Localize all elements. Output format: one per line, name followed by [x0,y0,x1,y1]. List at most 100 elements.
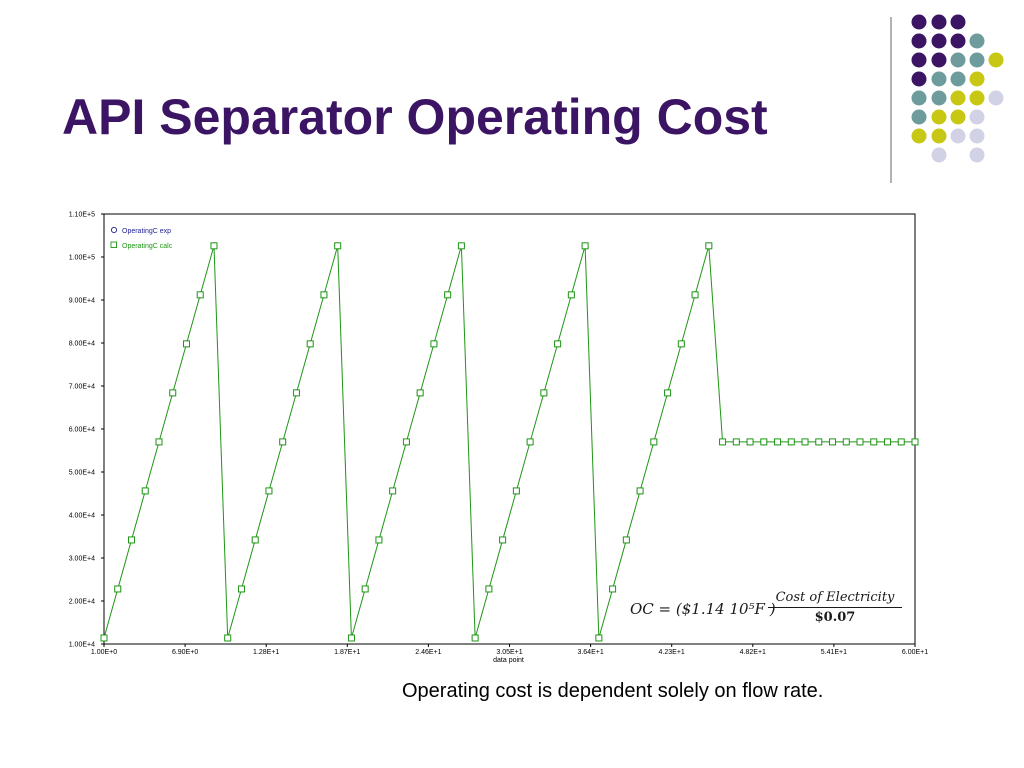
decor-dot [950,128,966,144]
data-point-operatingc-calc [471,634,479,642]
decor-dot [950,52,966,68]
x-tick-label: 6.00E+1 [902,649,928,656]
slide-title: API Separator Operating Cost [62,89,768,145]
data-point-operatingc-calc [732,438,740,446]
x-tick-label: 1.28E+1 [253,649,279,656]
data-point-operatingc-calc [265,487,273,495]
x-tick-label: 1.87E+1 [334,649,360,656]
data-point-operatingc-calc [801,438,809,446]
legend-label-calc: OperatingC calc [122,243,173,250]
decor-dot [931,90,947,106]
data-point-operatingc-calc [182,340,190,348]
data-point-operatingc-calc [595,634,603,642]
data-point-operatingc-calc [856,438,864,446]
data-point-operatingc-calc [554,340,562,348]
data-point-operatingc-calc [457,242,465,250]
y-tick-label: 2.00E+4 [69,599,95,606]
formula-lhs: OC = ($1.14 10⁵F ) [630,600,776,618]
x-tick-label: 2.46E+1 [415,649,441,656]
y-tick-label: 9.00E+4 [69,298,95,305]
decor-dot [950,14,966,30]
data-point-operatingc-calc [746,438,754,446]
decor-dot [931,52,947,68]
decor-dot [950,33,966,49]
formula-numerator: Cost of Electricity [768,590,902,608]
data-point-operatingc-calc [911,438,919,446]
data-point-operatingc-calc [485,585,493,593]
decor-dot [950,90,966,106]
data-point-operatingc-calc [650,438,658,446]
y-tick-label: 6.00E+4 [69,427,95,434]
decor-dot [988,90,1004,106]
x-tick-label: 4.23E+1 [659,649,685,656]
y-tick-label: 1.10E+5 [69,212,95,219]
data-point-operatingc-calc [210,242,218,250]
decor-dot [931,109,947,125]
data-point-operatingc-calc [622,536,630,544]
slide-caption: Operating cost is dependent solely on fl… [402,680,824,702]
decor-dot [931,33,947,49]
data-point-operatingc-calc [279,438,287,446]
data-point-operatingc-calc [760,438,768,446]
decor-dot [969,147,985,163]
data-point-operatingc-calc [292,389,300,397]
data-point-operatingc-calc [636,487,644,495]
data-point-operatingc-calc [347,634,355,642]
x-tick-label: 5.41E+1 [821,649,847,656]
data-point-operatingc-calc [581,242,589,250]
data-point-operatingc-calc [169,389,177,397]
data-point-operatingc-calc [375,536,383,544]
data-point-operatingc-calc [719,438,727,446]
data-point-operatingc-calc [499,536,507,544]
x-tick-label: 6.90E+0 [172,649,198,656]
decor-dot [969,71,985,87]
decor-dot [911,128,927,144]
decor-dot [931,128,947,144]
legend-label-exp: OperatingC exp [122,228,171,235]
plot-area [103,213,916,645]
decor-dot [911,14,927,30]
data-point-operatingc-calc [155,438,163,446]
decor-dot [969,109,985,125]
decor-dot [969,128,985,144]
operating-cost-chart: 1.00E+4 2.00E+4 3.00E+4 4.00E+4 5.00E+4 6.00E… [69,212,929,665]
decor-dot [969,33,985,49]
y-tick-label: 5.00E+4 [69,470,95,477]
decor-dot [911,109,927,125]
y-tick-label: 1.00E+5 [69,255,95,262]
data-point-operatingc-calc [141,487,149,495]
decor-dot [911,52,927,68]
y-tick-label: 3.00E+4 [69,556,95,563]
data-point-operatingc-calc [224,634,232,642]
data-point-operatingc-calc [897,438,905,446]
data-point-operatingc-calc [416,389,424,397]
data-point-operatingc-calc [251,536,259,544]
data-point-operatingc-calc [540,389,548,397]
data-point-operatingc-calc [237,585,245,593]
data-point-operatingc-calc [815,438,823,446]
data-point-operatingc-calc [334,242,342,250]
decor-dot [911,33,927,49]
data-point-operatingc-calc [512,487,520,495]
decor-dot [950,109,966,125]
data-point-operatingc-calc [526,438,534,446]
data-point-operatingc-calc [127,536,135,544]
x-axis-label: data point [493,657,524,664]
data-point-operatingc-calc [870,438,878,446]
y-tick-label: 1.00E+4 [69,642,95,649]
decor-dot [969,90,985,106]
data-point-operatingc-calc [774,438,782,446]
formula-denominator: $0.07 [814,610,856,625]
data-point-operatingc-calc [884,438,892,446]
legend-marker-exp [110,226,118,234]
data-point-operatingc-calc [196,291,204,299]
data-point-operatingc-calc [430,340,438,348]
decor-dot [911,71,927,87]
decor-dot [931,71,947,87]
data-point-operatingc-calc [609,585,617,593]
legend-marker-calc [110,241,117,248]
data-point-operatingc-calc [691,291,699,299]
data-point-operatingc-calc [787,438,795,446]
data-point-operatingc-calc [567,291,575,299]
y-tick-label: 4.00E+4 [69,513,95,520]
